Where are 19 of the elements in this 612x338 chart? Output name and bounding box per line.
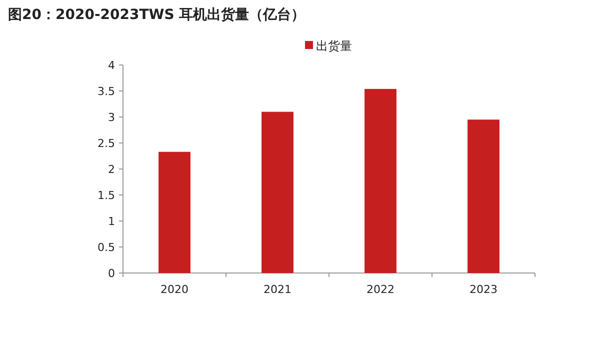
y-tick-label: 2.5 (98, 137, 115, 150)
y-tick-label: 4 (108, 59, 115, 72)
bar (158, 152, 190, 273)
x-tick-label: 2020 (160, 283, 188, 296)
bar (364, 88, 396, 273)
y-tick-label: 0.5 (98, 241, 115, 254)
bar (262, 112, 294, 273)
y-tick-label: 1 (108, 215, 115, 228)
x-tick-label: 2023 (470, 283, 498, 296)
y-tick-label: 2 (108, 163, 115, 176)
bar (468, 120, 500, 273)
y-tick-label: 1.5 (98, 189, 115, 202)
chart-title: 图20：2020-2023TWS 耳机出货量（亿台） (8, 7, 306, 23)
x-tick-label: 2022 (366, 283, 394, 296)
y-tick-label: 0 (108, 267, 115, 280)
y-tick-label: 3.5 (98, 85, 115, 98)
x-tick-label: 2021 (264, 283, 292, 296)
y-tick-label: 3 (108, 111, 115, 124)
legend-label: 出货量 (316, 39, 352, 53)
